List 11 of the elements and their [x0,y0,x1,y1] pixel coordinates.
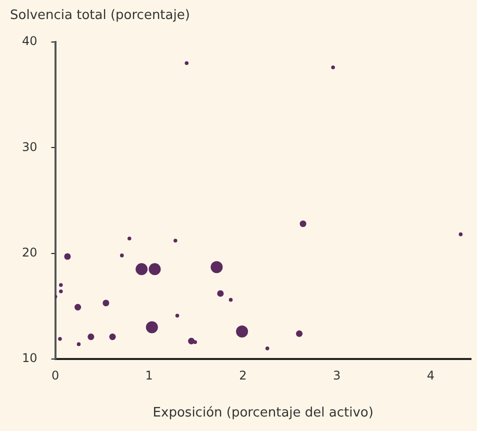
x-tick-label: 1 [145,368,153,382]
x-tick-label: 4 [426,368,434,382]
y-axis-title: Solvencia total (porcentaje) [10,8,190,23]
x-tick-label: 0 [51,368,60,382]
x-axis-title: Exposición (porcentaje del activo) [152,406,374,421]
y-tick-label: 10 [22,351,38,366]
y-tick-label: 40 [22,34,38,48]
y-tick-label: 30 [22,140,38,154]
x-tick-label: 2 [239,368,247,382]
y-tick-label: 20 [22,245,38,260]
x-tick-label: 3 [332,368,341,382]
